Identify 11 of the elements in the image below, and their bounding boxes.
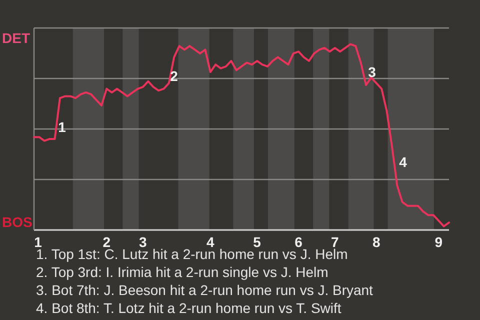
text: 4. Bot 8th: T. Lotz hit a 2-run home run vs T. Swift <box>36 300 342 316</box>
text: 2. Top 3rd: I. Irimia hit a 2-run single vs J. Helm <box>36 264 328 280</box>
text: 3. Bot 7th: J. Beeson hit a 2-run home run vs J. Bryant <box>36 282 374 298</box>
x-tick-label: 8 <box>372 234 380 250</box>
annotation: 1 <box>58 118 66 135</box>
x-tick-label: 9 <box>434 234 443 250</box>
text: DET <box>2 30 30 46</box>
text: BOS <box>2 214 32 230</box>
annotation: 2 <box>170 68 178 84</box>
annotation: 4 <box>399 154 408 170</box>
annotation: 3 <box>368 64 376 80</box>
